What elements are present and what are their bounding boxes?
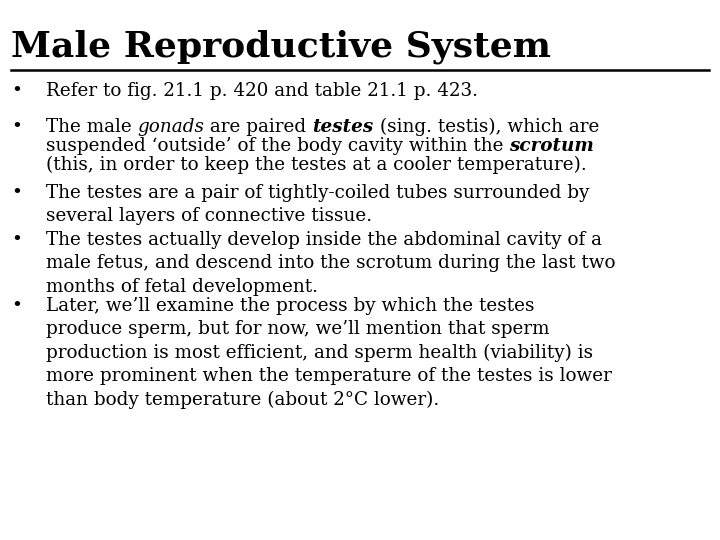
Text: •: • <box>11 297 22 315</box>
Text: Later, we’ll examine the process by which the testes
produce sperm, but for now,: Later, we’ll examine the process by whic… <box>46 297 612 409</box>
Text: (this, in order to keep the testes at a cooler temperature).: (this, in order to keep the testes at a … <box>46 156 587 174</box>
Text: (sing. testis), which are: (sing. testis), which are <box>374 118 599 136</box>
Text: The male: The male <box>46 118 138 136</box>
Text: •: • <box>11 184 22 202</box>
Text: gonads: gonads <box>138 118 204 136</box>
Text: scrotum: scrotum <box>509 137 594 155</box>
Text: •: • <box>11 118 22 136</box>
Text: testes: testes <box>312 118 374 136</box>
Text: are paired: are paired <box>204 118 312 136</box>
Text: The testes actually develop inside the abdominal cavity of a
male fetus, and des: The testes actually develop inside the a… <box>46 231 616 295</box>
Text: •: • <box>11 82 22 100</box>
Text: Refer to fig. 21.1 p. 420 and table 21.1 p. 423.: Refer to fig. 21.1 p. 420 and table 21.1… <box>46 82 478 100</box>
Text: •: • <box>11 231 22 249</box>
Text: The testes are a pair of tightly-coiled tubes surrounded by
several layers of co: The testes are a pair of tightly-coiled … <box>46 184 590 225</box>
Text: suspended ‘outside’ of the body cavity within the: suspended ‘outside’ of the body cavity w… <box>46 137 509 155</box>
Text: Male Reproductive System: Male Reproductive System <box>11 30 551 64</box>
